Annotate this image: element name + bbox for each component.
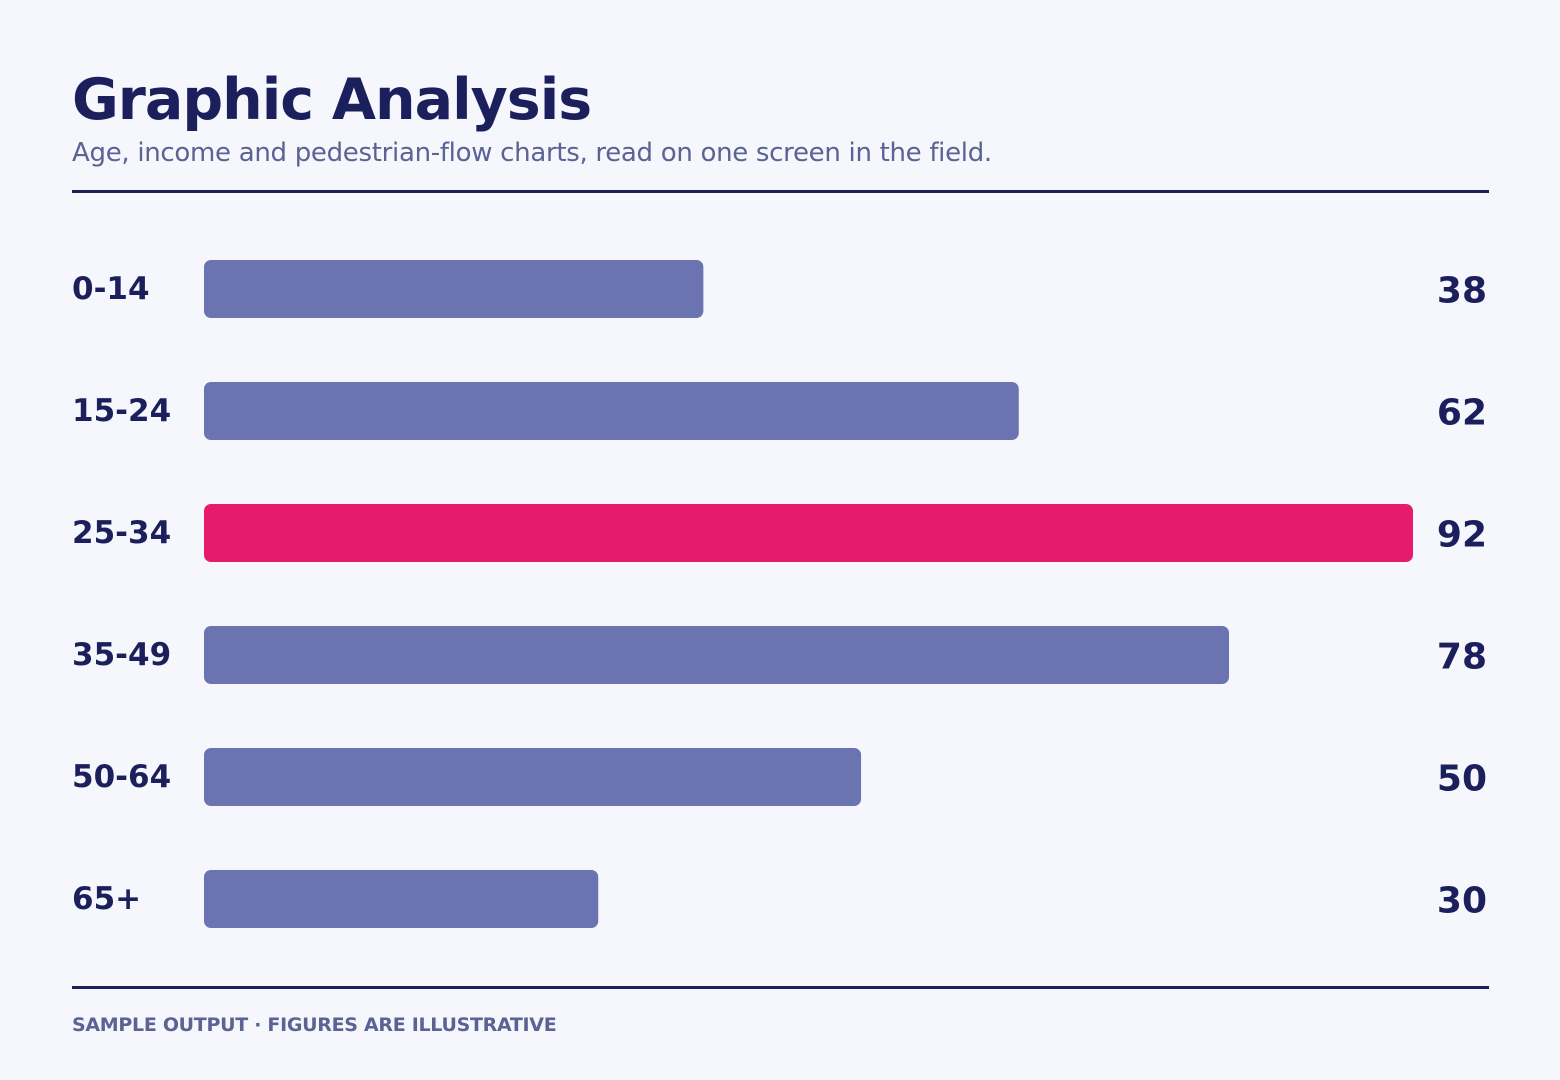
bar-0-14 xyxy=(204,260,704,318)
category-label-15-24: 15-24 xyxy=(72,393,171,429)
bar-35-49 xyxy=(204,626,1230,684)
footer-divider xyxy=(72,986,1489,989)
bar-50-64 xyxy=(204,748,862,806)
header-divider xyxy=(72,190,1489,193)
category-label-35-49: 35-49 xyxy=(72,637,171,673)
value-label-25-34: 92 xyxy=(1437,515,1487,556)
bar-15-24 xyxy=(204,382,1019,440)
category-label-25-34: 25-34 xyxy=(72,515,171,551)
bar-25-34 xyxy=(204,504,1413,562)
page-title: Graphic Analysis xyxy=(72,67,592,133)
bar-65 xyxy=(204,870,599,928)
page-subtitle: Age, income and pedestrian-flow charts, … xyxy=(72,138,992,168)
category-label-0-14: 0-14 xyxy=(72,271,150,307)
value-label-65: 30 xyxy=(1437,881,1487,922)
category-label-50-64: 50-64 xyxy=(72,759,171,795)
value-label-0-14: 38 xyxy=(1437,271,1487,312)
value-label-50-64: 50 xyxy=(1437,759,1487,800)
value-label-15-24: 62 xyxy=(1437,393,1487,434)
value-label-35-49: 78 xyxy=(1437,637,1487,678)
footer-note: SAMPLE OUTPUT · FIGURES ARE ILLUSTRATIVE xyxy=(72,1014,557,1036)
category-label-65: 65+ xyxy=(72,881,141,917)
